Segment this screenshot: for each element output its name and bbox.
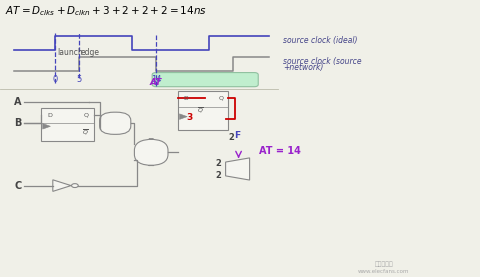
Text: source clock (ideal): source clock (ideal) (283, 37, 358, 45)
Text: $\overline{Q}$: $\overline{Q}$ (82, 127, 89, 137)
FancyBboxPatch shape (152, 73, 258, 87)
Text: B: B (14, 118, 22, 128)
Text: Q: Q (84, 113, 89, 118)
Text: 0: 0 (53, 75, 58, 84)
Text: 3: 3 (186, 113, 193, 122)
Text: $\overline{Q}$: $\overline{Q}$ (197, 106, 204, 116)
Text: AT = 14: AT = 14 (259, 146, 301, 156)
Text: AT: AT (150, 78, 162, 86)
Text: +network): +network) (283, 63, 324, 71)
Text: A: A (14, 98, 22, 107)
Text: Q: Q (218, 96, 223, 101)
Text: 2: 2 (216, 171, 221, 180)
Text: source clock (source: source clock (source (283, 57, 362, 66)
Text: D: D (47, 113, 52, 118)
Polygon shape (53, 180, 71, 191)
Text: 电子发烧友: 电子发烧友 (374, 262, 394, 267)
Text: 2: 2 (228, 134, 234, 142)
Text: F: F (234, 131, 240, 140)
Polygon shape (180, 114, 187, 119)
Text: $AT = D_{clks} + D_{clkn} + 3+2+2+2 = 14ns$: $AT = D_{clks} + D_{clkn} + 3+2+2+2 = 14… (5, 4, 207, 18)
Text: 2: 2 (216, 159, 221, 168)
Text: www.elecfans.com: www.elecfans.com (358, 269, 410, 274)
Bar (178, 91, 228, 130)
Text: launch: launch (58, 48, 84, 57)
Text: 5: 5 (77, 75, 82, 84)
Text: C: C (14, 181, 22, 191)
Polygon shape (226, 158, 250, 180)
FancyBboxPatch shape (134, 139, 168, 165)
Text: edge: edge (81, 48, 100, 57)
Text: D: D (184, 96, 189, 101)
Circle shape (72, 184, 78, 188)
FancyBboxPatch shape (100, 112, 131, 134)
Text: 14: 14 (151, 75, 161, 84)
Polygon shape (43, 124, 50, 129)
Bar (41, 108, 94, 141)
